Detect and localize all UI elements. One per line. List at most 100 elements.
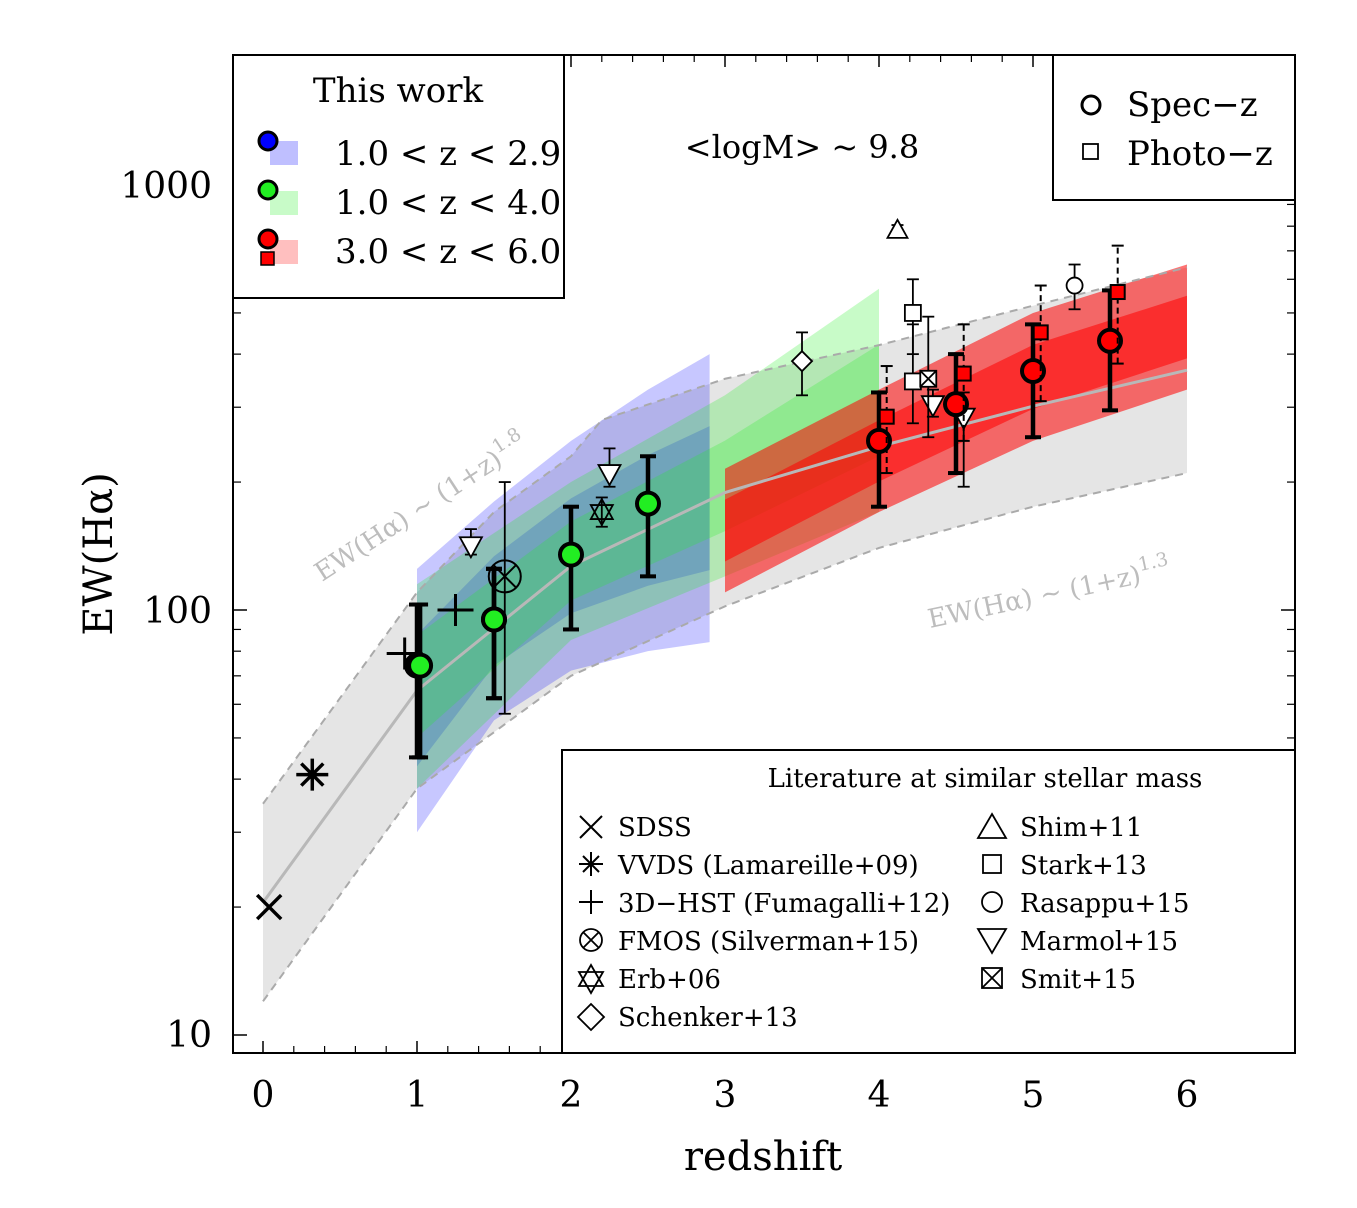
x-axis-title: redshift [684,1134,842,1180]
lit-label: Shim+11 [1020,813,1142,843]
lower-curve-label-text: EW(Hα) ~ (1+z) [925,560,1143,634]
lit-point-marmol [596,464,623,487]
data-points [255,218,1126,921]
lit-point-smit-cross [919,370,937,388]
this-work-point-specz [1020,358,1046,385]
legend-marker-green [257,179,279,201]
x-tick-label: 5 [1022,1075,1045,1116]
lower-dashed-curve [262,472,1188,1002]
lower-curve-label: EW(Hα) ~ (1+z)1.3 [924,548,1173,635]
lit-entry-schenker: Schenker+13 [576,1002,798,1033]
legend-marker-blue [257,130,279,152]
x-tick-label: 0 [252,1075,275,1116]
lit-point-stark [903,304,922,322]
y-tick-label: 1000 [120,166,212,207]
x-circle-marker-icon [579,928,603,952]
this-work-point-photoz [955,365,972,382]
lit-label: Erb+06 [618,965,721,995]
legend-this-work-title: This work [313,71,484,111]
lit-entry-fmos: FMOS (Silverman+15) [579,927,919,957]
band-blue [417,354,710,833]
lit-point-fmos [487,559,522,594]
legend-this-work-entry: 3.0 < z < 6.0 [335,232,561,272]
legend-marker-red [257,228,279,250]
lower-curve-label-exp: 1.3 [1136,548,1170,576]
lit-label: 3D−HST (Fumagalli+12) [618,889,950,919]
lit-entry-stark: Stark+13 [982,851,1147,881]
x-tick-label: 2 [560,1075,583,1116]
lit-entry-sdss: SDSS [579,813,692,843]
y-tick-label: 100 [143,591,212,632]
this-work-point-specz [407,652,434,679]
legend-this-work-entry: 1.0 < z < 2.9 [335,134,561,174]
band-blue-core [417,426,710,767]
star-of-david-marker-icon [577,963,605,995]
lit-label: SDSS [618,813,692,843]
lit-entry-rasappu: Rasappu+15 [981,889,1189,919]
this-work-point-photoz [1109,284,1126,301]
mass-annotation: <logM> ~ 9.8 [685,128,919,166]
legend-marker-type: Spec−z Photo−z [1052,54,1296,201]
plus-marker-icon [579,890,603,914]
lit-entry-smit: Smit+15 [981,965,1136,995]
x-tick-label: 6 [1176,1075,1199,1116]
lit-entry-shim: Shim+11 [976,812,1142,843]
lit-point-rasappu [1065,276,1084,295]
y-tick-label: 10 [166,1015,212,1056]
this-work-point-specz [481,606,507,633]
x-tick-label: 4 [868,1075,891,1116]
lit-label: Stark+13 [1020,851,1147,881]
lit-point-marmol [458,536,484,560]
y-tick-labels: 10 100 1000 [120,166,212,1056]
lit-point-sdss [255,893,283,921]
this-work-point-specz [943,391,969,418]
lit-entry-erb: Erb+06 [577,963,721,995]
lit-point-erb [589,497,615,520]
this-work-point-specz [866,427,892,454]
svg-text:EW(Hα) ~ (1+z)1.3: EW(Hα) ~ (1+z)1.3 [924,548,1173,635]
square-marker-icon [982,854,1002,874]
legend-marker-red-square [260,251,275,266]
lit-entry-3dhst: 3D−HST (Fumagalli+12) [579,889,950,919]
x-tick-label: 3 [714,1075,737,1116]
legend-spec-z: Spec−z [1127,85,1258,125]
x-square-marker-icon [981,967,1003,989]
y-axis-title: EW(Hα) [76,472,122,635]
lit-label: FMOS (Silverman+15) [618,927,919,957]
upper-dashed-curve [262,266,1188,805]
lit-point-vvds [296,758,329,791]
diamond-marker-icon [576,1002,606,1032]
this-work-point-photoz [1032,324,1049,341]
this-work-point-photoz [878,408,895,425]
lit-label: Rasappu+15 [1020,889,1189,919]
legend-literature-title: Literature at similar stellar mass [768,764,1203,794]
lit-label: Smit+15 [1020,965,1136,995]
legend-literature: Literature at similar stellar mass SDSS … [561,749,1296,1054]
triangle-down-marker-icon [976,928,1008,955]
asterisk-marker-icon [579,852,603,876]
circle-marker-icon [981,891,1003,913]
lit-point-erb-inv [589,504,615,527]
legend-photo-z: Photo−z [1127,134,1273,174]
lit-point-schenker [790,349,814,373]
this-work-point-specz [558,541,584,568]
spec-z-marker [1080,94,1102,116]
lit-label: Schenker+13 [618,1003,798,1033]
x-tick-labels: 0 1 2 3 4 5 6 [252,1075,1199,1116]
this-work-point-specz [1097,327,1123,354]
lit-entry-vvds: VVDS (Lamareille+09) [579,851,919,881]
this-work-point-specz [635,490,661,517]
lit-point-stark [903,372,922,391]
lit-label: VVDS (Lamareille+09) [617,851,919,881]
legend-this-work-entry: 1.0 < z < 4.0 [335,183,561,223]
legend-this-work: This work 1.0 < z < 2.9 1.0 < z < 4.0 3.… [232,54,565,299]
triangle-up-marker-icon [976,812,1008,839]
lit-point-shim [885,218,910,239]
x-marker-icon [579,815,603,839]
photo-z-marker [1082,143,1099,160]
lit-point-3dhst [437,594,474,626]
lit-entry-marmol: Marmol+15 [976,927,1178,957]
x-tick-label: 1 [406,1075,429,1116]
lit-label: Marmol+15 [1020,927,1178,957]
